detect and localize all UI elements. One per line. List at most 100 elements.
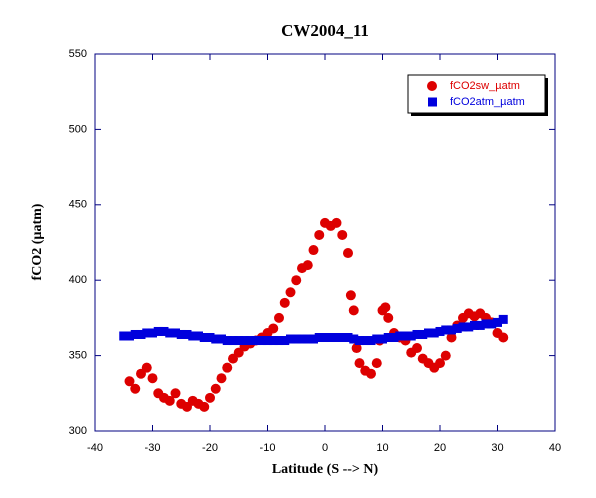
point bbox=[165, 328, 175, 338]
point bbox=[159, 326, 169, 336]
point bbox=[320, 333, 330, 343]
point bbox=[130, 383, 141, 394]
point bbox=[314, 229, 325, 240]
point bbox=[302, 260, 313, 271]
point bbox=[205, 333, 215, 343]
point bbox=[222, 362, 233, 373]
x-tick-label: 0 bbox=[322, 442, 328, 454]
point bbox=[164, 395, 175, 406]
point bbox=[188, 331, 198, 341]
point bbox=[170, 388, 181, 399]
point bbox=[228, 336, 238, 346]
point bbox=[309, 334, 318, 344]
point bbox=[440, 350, 451, 361]
point bbox=[435, 358, 445, 369]
point bbox=[303, 334, 313, 344]
point bbox=[349, 334, 359, 344]
legend-marker bbox=[428, 97, 437, 107]
point bbox=[345, 290, 356, 301]
point bbox=[286, 334, 295, 344]
point bbox=[291, 334, 301, 344]
point bbox=[429, 328, 439, 338]
point bbox=[401, 331, 410, 341]
point bbox=[263, 336, 272, 346]
point bbox=[245, 336, 255, 346]
point bbox=[371, 358, 382, 369]
y-tick-label: 500 bbox=[69, 123, 87, 135]
point bbox=[337, 229, 348, 240]
point bbox=[291, 275, 302, 286]
y-tick-label: 550 bbox=[69, 48, 87, 60]
y-tick-label: 400 bbox=[69, 274, 87, 286]
point bbox=[124, 376, 135, 387]
point bbox=[217, 334, 226, 344]
point bbox=[337, 333, 347, 343]
point bbox=[280, 336, 290, 346]
point bbox=[268, 336, 278, 346]
point bbox=[332, 333, 341, 343]
point bbox=[464, 322, 474, 332]
point bbox=[136, 329, 146, 339]
y-tick-label: 450 bbox=[69, 199, 87, 211]
point bbox=[498, 314, 508, 324]
point bbox=[234, 336, 244, 346]
point bbox=[297, 334, 307, 344]
point bbox=[354, 358, 365, 369]
point bbox=[435, 326, 445, 336]
x-tick-label: 30 bbox=[491, 442, 503, 454]
point bbox=[458, 322, 468, 332]
point bbox=[424, 328, 433, 338]
point bbox=[326, 333, 336, 343]
point bbox=[360, 336, 370, 346]
point bbox=[470, 320, 479, 330]
point bbox=[274, 336, 284, 346]
point bbox=[274, 312, 284, 323]
point bbox=[257, 336, 267, 346]
x-tick-label: -30 bbox=[145, 442, 161, 454]
point bbox=[119, 331, 129, 341]
point bbox=[205, 392, 215, 403]
x-tick-label: 20 bbox=[434, 442, 446, 454]
point bbox=[268, 323, 279, 334]
x-tick-label: -10 bbox=[260, 442, 276, 454]
point bbox=[141, 362, 152, 373]
x-tick-label: 40 bbox=[549, 442, 561, 454]
point bbox=[171, 328, 180, 338]
point bbox=[355, 336, 364, 346]
point bbox=[125, 331, 134, 341]
point bbox=[487, 319, 497, 329]
point bbox=[452, 323, 462, 333]
y-tick-label: 350 bbox=[69, 350, 87, 362]
point bbox=[148, 328, 157, 338]
x-tick-label: -40 bbox=[87, 442, 103, 454]
point bbox=[351, 343, 362, 354]
point bbox=[447, 325, 456, 335]
point bbox=[366, 336, 376, 346]
point bbox=[142, 328, 152, 338]
point bbox=[498, 332, 509, 343]
point bbox=[383, 333, 393, 343]
point bbox=[210, 383, 221, 394]
point bbox=[372, 334, 382, 344]
y-axis-label: fCO2 (µatm) bbox=[30, 203, 45, 280]
point bbox=[383, 312, 394, 323]
point bbox=[199, 401, 210, 412]
point bbox=[240, 336, 249, 346]
point bbox=[285, 287, 296, 298]
point bbox=[380, 302, 391, 313]
point bbox=[222, 336, 232, 346]
point bbox=[493, 317, 502, 327]
point bbox=[314, 333, 324, 343]
point bbox=[441, 325, 451, 335]
point bbox=[308, 245, 319, 256]
point bbox=[153, 326, 163, 336]
point bbox=[378, 334, 387, 344]
point bbox=[412, 329, 422, 339]
point bbox=[406, 331, 416, 341]
point bbox=[343, 333, 353, 343]
point bbox=[348, 305, 359, 316]
legend-label: fCO2sw_µatm bbox=[450, 80, 520, 92]
point bbox=[446, 332, 457, 343]
point bbox=[211, 334, 221, 344]
